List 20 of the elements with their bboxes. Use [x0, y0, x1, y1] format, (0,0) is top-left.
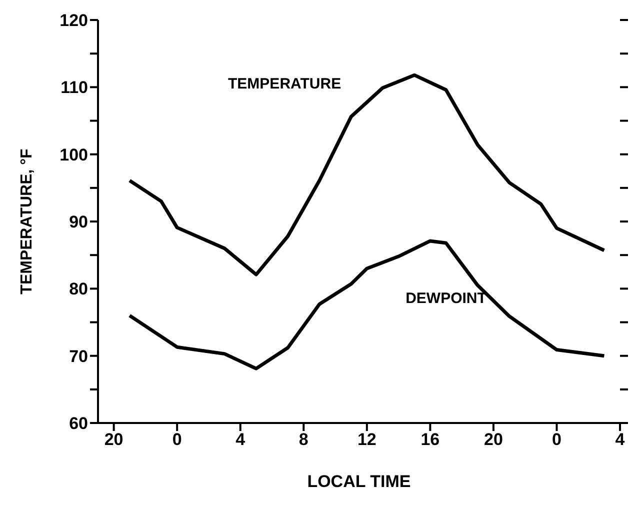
y-tick-label: 120 [60, 11, 88, 30]
y-tick-label: 80 [69, 280, 88, 299]
series-label: DEWPOINT [406, 290, 486, 307]
x-axis-title: LOCAL TIME [307, 472, 411, 491]
x-tick-label: 0 [172, 430, 182, 450]
x-tick-label: 0 [552, 430, 562, 450]
x-tick-label: 8 [298, 430, 308, 450]
x-tick-label: 4 [236, 430, 246, 450]
series-label: TEMPERATURE [228, 76, 342, 93]
y-tick-label: 100 [60, 145, 88, 164]
y-axis-title: TEMPERATURE, °F [18, 148, 36, 294]
x-tick-label: 20 [104, 430, 124, 450]
x-tick-label: 4 [615, 430, 626, 450]
y-tick-label: 110 [60, 78, 88, 98]
y-tick-label: 60 [69, 414, 88, 434]
y-tick-label: 70 [69, 346, 88, 366]
x-tick-label: 16 [420, 430, 440, 450]
x-tick-label: 12 [357, 430, 376, 450]
y-tick-label: 90 [69, 212, 88, 232]
x-tick-label: 20 [484, 430, 503, 450]
